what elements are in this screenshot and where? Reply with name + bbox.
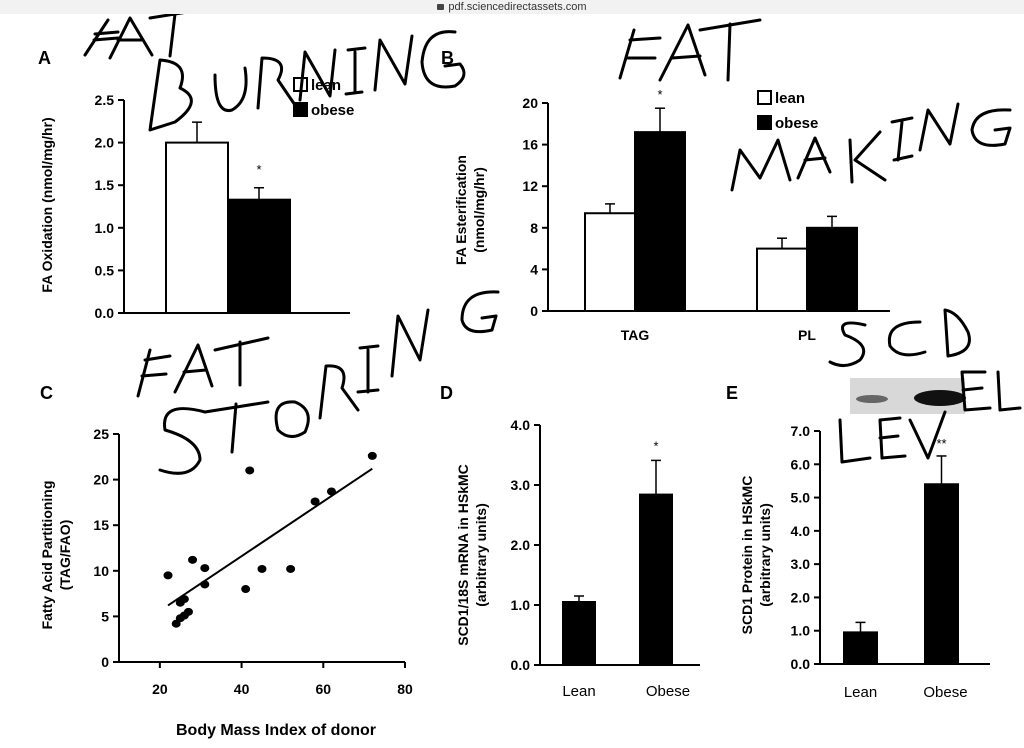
lock-icon — [437, 4, 445, 10]
panel-e-y-tick-label: 6.0 — [791, 456, 811, 472]
panel-a-y-tick-label: 1.0 — [95, 220, 115, 236]
panel-e-x-tick-label: Lean — [844, 684, 877, 701]
panel-b-legend-swatch — [757, 115, 772, 130]
url-text: pdf.sciencedirectassets.com — [448, 1, 587, 13]
panel-c-data-point — [241, 585, 251, 594]
panel-a-chart: 0.0 0.5 1.0 1.5 2.0 2.5 * FA Oxidation (nmol/mg… — [39, 77, 354, 321]
panel-c-data-point — [257, 564, 267, 573]
handwriting-scd-level — [828, 308, 1022, 464]
panel-d-bar — [562, 601, 596, 666]
panel-c-x-tick-label: 40 — [234, 681, 250, 697]
panel-a-y-tick-label: 1.5 — [95, 177, 115, 193]
panel-a-y-tick-label: 0.0 — [95, 305, 115, 321]
panel-letter-d: D — [440, 383, 453, 403]
panel-letter-a: A — [38, 48, 51, 68]
panel-c-data-point — [183, 607, 193, 616]
panel-b-x-tick-label: TAG — [621, 327, 650, 343]
panel-b-bar — [634, 131, 686, 312]
panel-c-y-tick-label: 25 — [93, 426, 109, 442]
panel-c-y-tick-label: 10 — [93, 563, 109, 579]
panel-a-significance: * — [256, 162, 261, 177]
panel-d-y-tick-label: 2.0 — [511, 537, 531, 553]
panel-a-y-axis-label: FA Oxidation (nmol/mg/hr) — [39, 117, 55, 292]
panel-a-bar — [165, 141, 229, 314]
panel-d-y-tick-label: 4.0 — [511, 417, 531, 433]
panel-e-y-tick-label: 5.0 — [791, 490, 811, 506]
panel-c-regression-line — [167, 467, 373, 607]
western-blot-image — [850, 378, 966, 414]
panel-c-chart: 0 5 10 15 20 25 20 40 60 80 Body Mass Index of don… — [39, 426, 413, 739]
panel-b-legend-label: lean — [775, 90, 805, 107]
panel-c-data-point — [367, 451, 377, 460]
panel-e-y-tick-label: 2.0 — [791, 589, 811, 605]
panel-c-data-point — [200, 564, 210, 573]
panel-c-data-point — [286, 564, 296, 573]
panel-e-bar — [843, 631, 878, 666]
panel-a-y-tick-label: 2.0 — [95, 135, 115, 151]
panel-letter-b: B — [441, 48, 454, 68]
panel-e-y-tick-label: 3.0 — [791, 556, 811, 572]
panel-e-chart: 0.0 1.0 2.0 3.0 4.0 5.0 6.0 7.0 Lean ** Obese SCD1 … — [739, 423, 990, 701]
panel-c-data-point — [310, 497, 320, 506]
panel-c-x-axis-label: Body Mass Index of donor — [176, 722, 376, 739]
panel-b-significance: * — [657, 87, 662, 102]
panel-c-y-tick-label: 15 — [93, 517, 109, 533]
panel-c-y-tick-label: 20 — [93, 472, 109, 488]
handwriting-fat-burning — [83, 14, 466, 132]
panel-c-data-point — [188, 555, 198, 564]
panel-b-bar — [756, 247, 808, 313]
panel-b-bar — [584, 212, 636, 313]
panel-a-legend-label: obese — [311, 102, 354, 119]
panel-d-y-tick-label: 0.0 — [511, 657, 531, 673]
panel-d-x-tick-label: Obese — [646, 683, 690, 700]
panel-e-bar — [924, 483, 959, 665]
panel-c-x-tick-label: 80 — [397, 681, 413, 697]
figure: A B C D E 0.0 0.5 1.0 1.5 2.0 2.5 * FA Oxidatio… — [38, 14, 1022, 739]
panel-e-y-axis-label: SCD1 Protein in HSkMC (arbitrary units) — [739, 476, 773, 635]
panel-e-x-tick-label: Obese — [923, 684, 967, 701]
handwriting-fat-making — [618, 18, 1012, 192]
panel-b-y-axis-label: FA Esterification (nmol/mg/hr) — [453, 155, 487, 265]
panel-b-y-tick-label: 0 — [530, 303, 538, 319]
panel-b-y-tick-label: 20 — [522, 95, 538, 111]
handwriting-fat-storing — [136, 290, 500, 475]
panel-d-y-axis-label: SCD1/18S mRNA in HSkMC (arbitrary units) — [455, 464, 489, 646]
panel-b-y-tick-label: 16 — [522, 137, 538, 153]
panel-c-x-tick-label: 20 — [152, 681, 168, 697]
panel-c-x-tick-label: 60 — [315, 681, 331, 697]
panel-d-chart: 0.0 1.0 2.0 3.0 4.0 Lean * Obese SCD1/18S mRNA i… — [455, 417, 700, 700]
panel-c-y-tick-label: 5 — [101, 608, 109, 624]
browser-url-bar[interactable]: pdf.sciencedirectassets.com — [0, 0, 1024, 14]
panel-a-y-tick-label: 0.5 — [95, 262, 115, 278]
panel-b-bar — [806, 226, 858, 312]
panel-b-legend-swatch — [757, 90, 772, 105]
panel-e-y-tick-label: 7.0 — [791, 423, 811, 439]
panel-c-y-axis-label: Fatty Acid Partitioning (TAG/FAO) — [39, 481, 73, 630]
panel-b-legend-label: obese — [775, 115, 818, 132]
panel-d-y-tick-label: 1.0 — [511, 597, 531, 613]
panel-b-y-tick-label: 12 — [522, 178, 538, 194]
panel-c-data-point — [245, 466, 255, 475]
panel-d-significance: * — [653, 438, 658, 453]
panel-a-legend-swatch — [293, 102, 308, 117]
panel-e-y-tick-label: 0.0 — [791, 656, 811, 672]
panel-letter-c: C — [40, 383, 53, 403]
panel-b-x-tick-label: PL — [798, 327, 816, 343]
panel-b-y-tick-label: 4 — [530, 261, 538, 277]
panel-letter-e: E — [726, 383, 738, 403]
panel-a-legend-label: lean — [311, 77, 341, 94]
panel-b-chart: 0 4 8 12 16 20 * TAG PL FA Esterification (nmol/mg… — [453, 87, 890, 343]
panel-e-significance: ** — [936, 436, 946, 451]
panel-c-y-tick-label: 0 — [101, 654, 109, 670]
panel-b-y-tick-label: 8 — [530, 220, 538, 236]
panel-e-y-tick-label: 1.0 — [791, 623, 811, 639]
panel-a-bar — [227, 198, 291, 315]
panel-d-bar — [639, 493, 673, 666]
panel-d-x-tick-label: Lean — [562, 683, 595, 700]
panel-e-y-tick-label: 4.0 — [791, 523, 811, 539]
panel-c-data-point — [163, 571, 173, 580]
panel-a-y-tick-label: 2.5 — [95, 92, 115, 108]
panel-d-y-tick-label: 3.0 — [511, 477, 531, 493]
